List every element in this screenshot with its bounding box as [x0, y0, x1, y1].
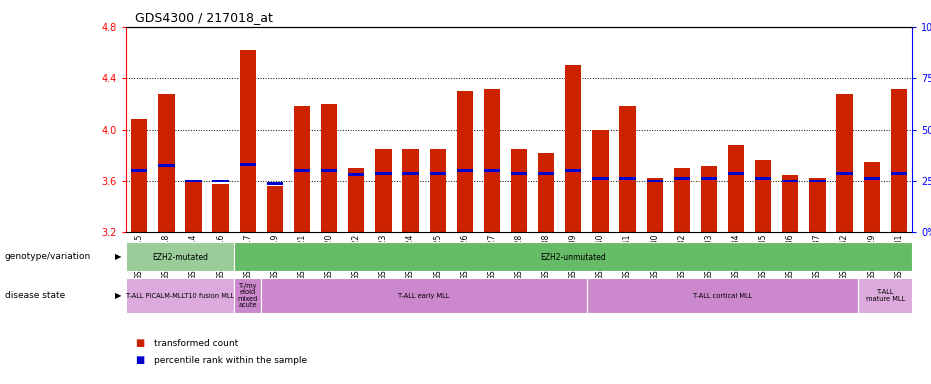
Text: T-ALL early MLL: T-ALL early MLL [398, 293, 450, 299]
Bar [538, 153, 554, 232]
Bar [755, 161, 771, 232]
Bar [402, 172, 419, 175]
Text: GDS4300 / 217018_at: GDS4300 / 217018_at [135, 12, 273, 25]
Bar [348, 173, 364, 176]
Bar [158, 94, 174, 232]
Bar [646, 179, 663, 232]
Text: ▶: ▶ [115, 252, 121, 261]
Bar [429, 172, 446, 175]
Bar [429, 149, 446, 232]
Bar [375, 172, 392, 175]
Text: ■: ■ [135, 338, 144, 348]
Bar [728, 172, 744, 175]
Bar [646, 180, 663, 182]
Bar [755, 177, 771, 180]
Bar [212, 180, 229, 182]
Bar [728, 145, 744, 232]
Bar [131, 119, 147, 232]
Bar [321, 104, 337, 232]
Bar [262, 278, 587, 313]
Bar [484, 169, 500, 172]
Text: ■: ■ [135, 355, 144, 365]
Bar [858, 278, 912, 313]
Text: transformed count: transformed count [154, 339, 237, 348]
Bar [294, 106, 310, 232]
Bar [511, 149, 527, 232]
Bar [235, 278, 262, 313]
Bar [565, 65, 582, 232]
Bar [511, 172, 527, 175]
Bar [619, 177, 636, 180]
Text: T-/my
eloid
mixed
acute: T-/my eloid mixed acute [237, 283, 258, 308]
Text: EZH2-unmutated: EZH2-unmutated [540, 253, 606, 262]
Bar [294, 169, 310, 172]
Bar [185, 180, 202, 182]
Bar [348, 168, 364, 232]
Bar [619, 106, 636, 232]
Bar [185, 181, 202, 232]
Text: T-ALL
mature MLL: T-ALL mature MLL [866, 290, 905, 302]
Bar [235, 242, 912, 271]
Bar [239, 50, 256, 232]
Bar [674, 177, 690, 180]
Bar [592, 177, 609, 180]
Bar [126, 278, 235, 313]
Text: EZH2-mutated: EZH2-mutated [152, 253, 208, 262]
Text: genotype/variation: genotype/variation [5, 252, 91, 261]
Bar [836, 94, 853, 232]
Bar [321, 169, 337, 172]
Bar [864, 177, 880, 180]
Bar [267, 182, 283, 185]
Text: T-ALL PICALM-MLLT10 fusion MLL: T-ALL PICALM-MLLT10 fusion MLL [126, 293, 234, 299]
Bar [538, 172, 554, 175]
Bar [131, 169, 147, 172]
Bar [864, 162, 880, 232]
Text: disease state: disease state [5, 291, 65, 300]
Bar [484, 88, 500, 232]
Bar [809, 180, 826, 182]
Bar [809, 179, 826, 232]
Bar [158, 164, 174, 167]
Bar [239, 163, 256, 166]
Text: percentile rank within the sample: percentile rank within the sample [154, 356, 306, 365]
Bar [782, 175, 799, 232]
Bar [565, 169, 582, 172]
Bar [212, 184, 229, 232]
Bar [592, 130, 609, 232]
Bar [375, 149, 392, 232]
Bar [402, 149, 419, 232]
Text: T-ALL cortical MLL: T-ALL cortical MLL [693, 293, 752, 299]
Bar [456, 169, 473, 172]
Text: ▶: ▶ [115, 291, 121, 300]
Bar [267, 186, 283, 232]
Bar [456, 91, 473, 232]
Bar [891, 172, 907, 175]
Bar [126, 242, 235, 271]
Bar [782, 180, 799, 182]
Bar [836, 172, 853, 175]
Bar [587, 278, 858, 313]
Bar [674, 168, 690, 232]
Bar [891, 88, 907, 232]
Bar [701, 177, 717, 180]
Bar [701, 166, 717, 232]
